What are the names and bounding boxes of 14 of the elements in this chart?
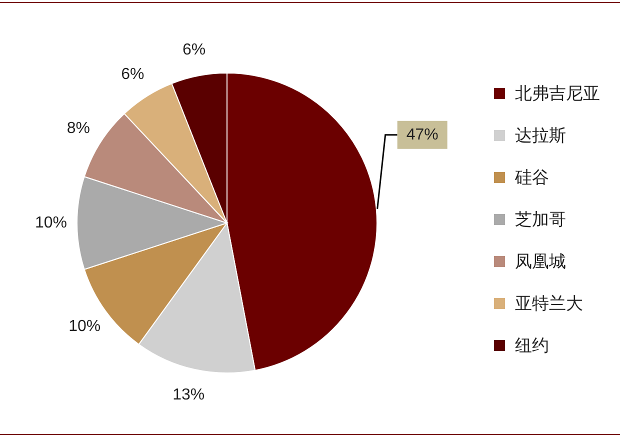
data-label: 6% (182, 42, 206, 59)
legend-label: 北弗吉尼亚 (515, 82, 600, 104)
legend-label: 亚特兰大 (515, 292, 583, 314)
data-label: 10% (68, 318, 101, 335)
legend-label: 纽约 (515, 334, 549, 356)
legend-label: 芝加哥 (515, 208, 566, 230)
legend-label: 凤凰城 (515, 250, 566, 272)
data-label: 47% (406, 126, 438, 144)
data-label: 6% (121, 66, 144, 83)
legend-label: 达拉斯 (515, 124, 566, 146)
data-label: 13% (172, 386, 205, 404)
data-label: 10% (34, 214, 68, 232)
data-label: 8% (66, 120, 90, 138)
legend-label: 硅谷 (515, 166, 549, 188)
